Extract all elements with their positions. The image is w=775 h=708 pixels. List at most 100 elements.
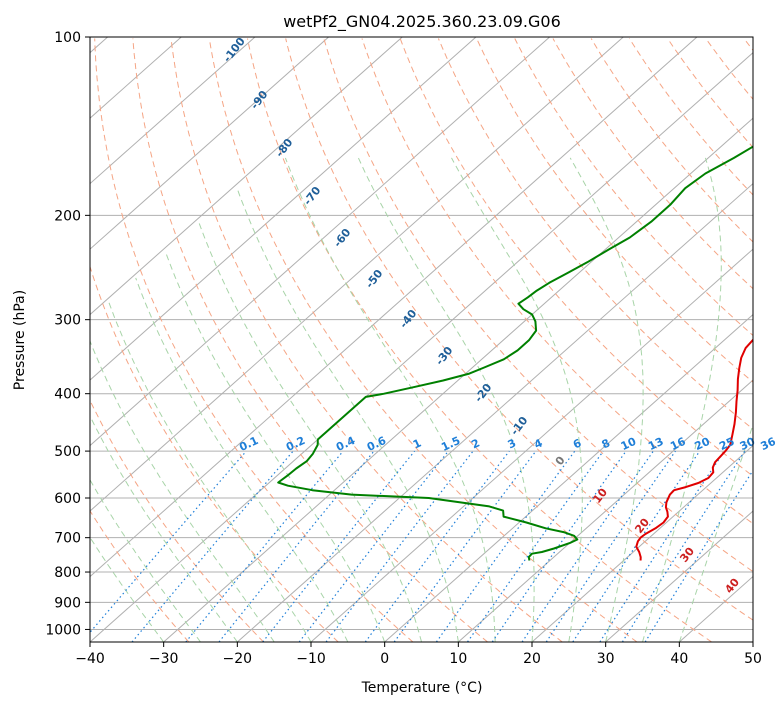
mixing-ratio-line: [325, 450, 474, 642]
x-tick-label: 20: [523, 651, 541, 667]
mixing-ratio-label: 13: [646, 435, 665, 453]
mixing-ratio-label: 3: [506, 436, 518, 451]
mixing-ratio-line: [467, 450, 604, 642]
y-tick-label: 1000: [45, 622, 81, 638]
isotherm-line: [90, 37, 477, 381]
x-tick-label: 10: [449, 651, 467, 667]
mixing-ratio-label: 2: [469, 436, 481, 451]
chart-title: wetPf2_GN04.2025.360.23.09.G06: [283, 12, 561, 32]
dry-adiabat-line: [552, 38, 753, 290]
mixing-ratio-line: [435, 450, 576, 642]
dry-adiabat-line: [170, 38, 563, 642]
moist-adiabat-line: [236, 188, 459, 642]
moist-adiabat-line: [198, 221, 422, 642]
dry-adiabat-line: [476, 38, 753, 383]
dry-adiabat-label: 10: [590, 486, 610, 506]
dry-adiabat-line: [90, 399, 264, 642]
mixing-ratio-line: [393, 450, 537, 642]
dry-adiabat-line: [514, 38, 753, 337]
dewpoint-curve: [277, 145, 753, 561]
plot-frame: [89, 36, 754, 643]
isotherm-line: [90, 37, 403, 316]
moist-adiabat-line: [90, 339, 275, 642]
dry-adiabat-label: -80: [273, 136, 296, 160]
dry-adiabat-line: [90, 509, 190, 642]
moist-adiabat-line: [135, 277, 349, 642]
mixing-ratio-line: [621, 450, 746, 642]
isotherm-line: [90, 37, 698, 578]
mixing-ratio-label: 6: [571, 436, 584, 451]
moist-adiabat-line: [642, 157, 722, 642]
dry-adiabat-label: -50: [363, 267, 386, 291]
dry-adiabat-line: [743, 38, 753, 52]
y-tick-label: 400: [54, 387, 81, 403]
isotherm-line: [605, 510, 753, 642]
dry-adiabat-line: [94, 38, 414, 642]
mixing-ratio-label: 20: [693, 435, 713, 453]
x-tick-label: −30: [149, 651, 179, 667]
moist-adiabat-line: [108, 301, 312, 642]
isotherm-line: [163, 117, 753, 642]
dry-adiabat-line: [132, 38, 488, 642]
mixing-ratio-label: 36: [758, 435, 775, 453]
dry-adiabat-line: [208, 38, 638, 642]
moist-adiabat-line: [451, 157, 583, 642]
isotherm-line: [458, 379, 753, 642]
mixing-ratio-line: [545, 450, 676, 642]
x-tick-label: −40: [75, 651, 105, 667]
y-tick-label: 300: [54, 313, 81, 329]
moist-adiabat-line: [284, 157, 496, 642]
y-tick-label: 800: [54, 565, 81, 581]
isotherm-line: [752, 641, 753, 642]
y-tick-label: 700: [54, 531, 81, 547]
isotherm-line: [384, 313, 753, 642]
dry-adiabat-label: -10: [508, 414, 531, 438]
mixing-ratio-line: [521, 450, 654, 642]
mixing-ratio-line: [364, 450, 510, 642]
temperature-curve: [635, 338, 753, 561]
dry-adiabat-label: 40: [722, 576, 742, 596]
dry-adiabat-label: -30: [433, 344, 456, 368]
dry-adiabat-label: -60: [331, 226, 354, 250]
y-tick-label: 900: [54, 595, 81, 611]
x-tick-label: 0: [380, 651, 389, 667]
moist-adiabat-line: [90, 536, 165, 642]
dry-adiabat-line: [399, 38, 753, 477]
mixing-ratio-line: [185, 450, 344, 642]
x-tick-label: −10: [296, 651, 326, 667]
dry-adiabat-line: [667, 38, 753, 149]
sounding-curves: [277, 145, 753, 561]
y-tick-label: 200: [54, 208, 81, 224]
dry-adiabat-line: [285, 38, 753, 621]
isotherm-line: [90, 37, 624, 512]
x-tick-label: −20: [223, 651, 253, 667]
mixing-ratio-label: 1: [411, 436, 423, 451]
moist-adiabat-line: [678, 423, 753, 642]
mixing-ratio-line: [262, 450, 416, 642]
dry-adiabat-label: -40: [397, 307, 420, 331]
mixing-ratio-line: [90, 450, 247, 634]
mixing-ratio-label: 25: [717, 435, 736, 453]
background-grid: [90, 37, 753, 642]
dry-adiabat-line: [247, 38, 712, 642]
x-tick-label: 40: [670, 651, 688, 667]
mixing-ratio-label: 30: [738, 435, 758, 453]
x-tick-label: 50: [744, 651, 762, 667]
dry-adiabat-line: [361, 38, 753, 525]
axes: −40 −30 −20 −10 0 10 20 30 40 50 100 200 300 400 500 60…: [45, 30, 762, 667]
moist-adiabat-line: [90, 414, 238, 642]
moist-adiabat-line: [357, 157, 535, 642]
isotherm-line: [90, 37, 550, 447]
y-tick-label: 100: [54, 30, 81, 46]
isotherm-line: [531, 444, 753, 642]
dry-adiabat-line: [628, 38, 753, 196]
mixing-ratio-label: 16: [668, 435, 688, 453]
mixing-ratio-line: [218, 450, 375, 642]
line-annotations: 0.1 0.2 0.4 0.6 1 1.5 2 3 4 6 8 10 13 16 20 25 30 36-100-…: [221, 35, 775, 596]
y-tick-label: 600: [54, 491, 81, 507]
mixing-ratio-label: 4: [532, 436, 545, 451]
dry-adiabat-line: [323, 38, 753, 573]
mixing-ratio-line: [599, 450, 725, 642]
moist-adiabat-line: [569, 157, 644, 642]
